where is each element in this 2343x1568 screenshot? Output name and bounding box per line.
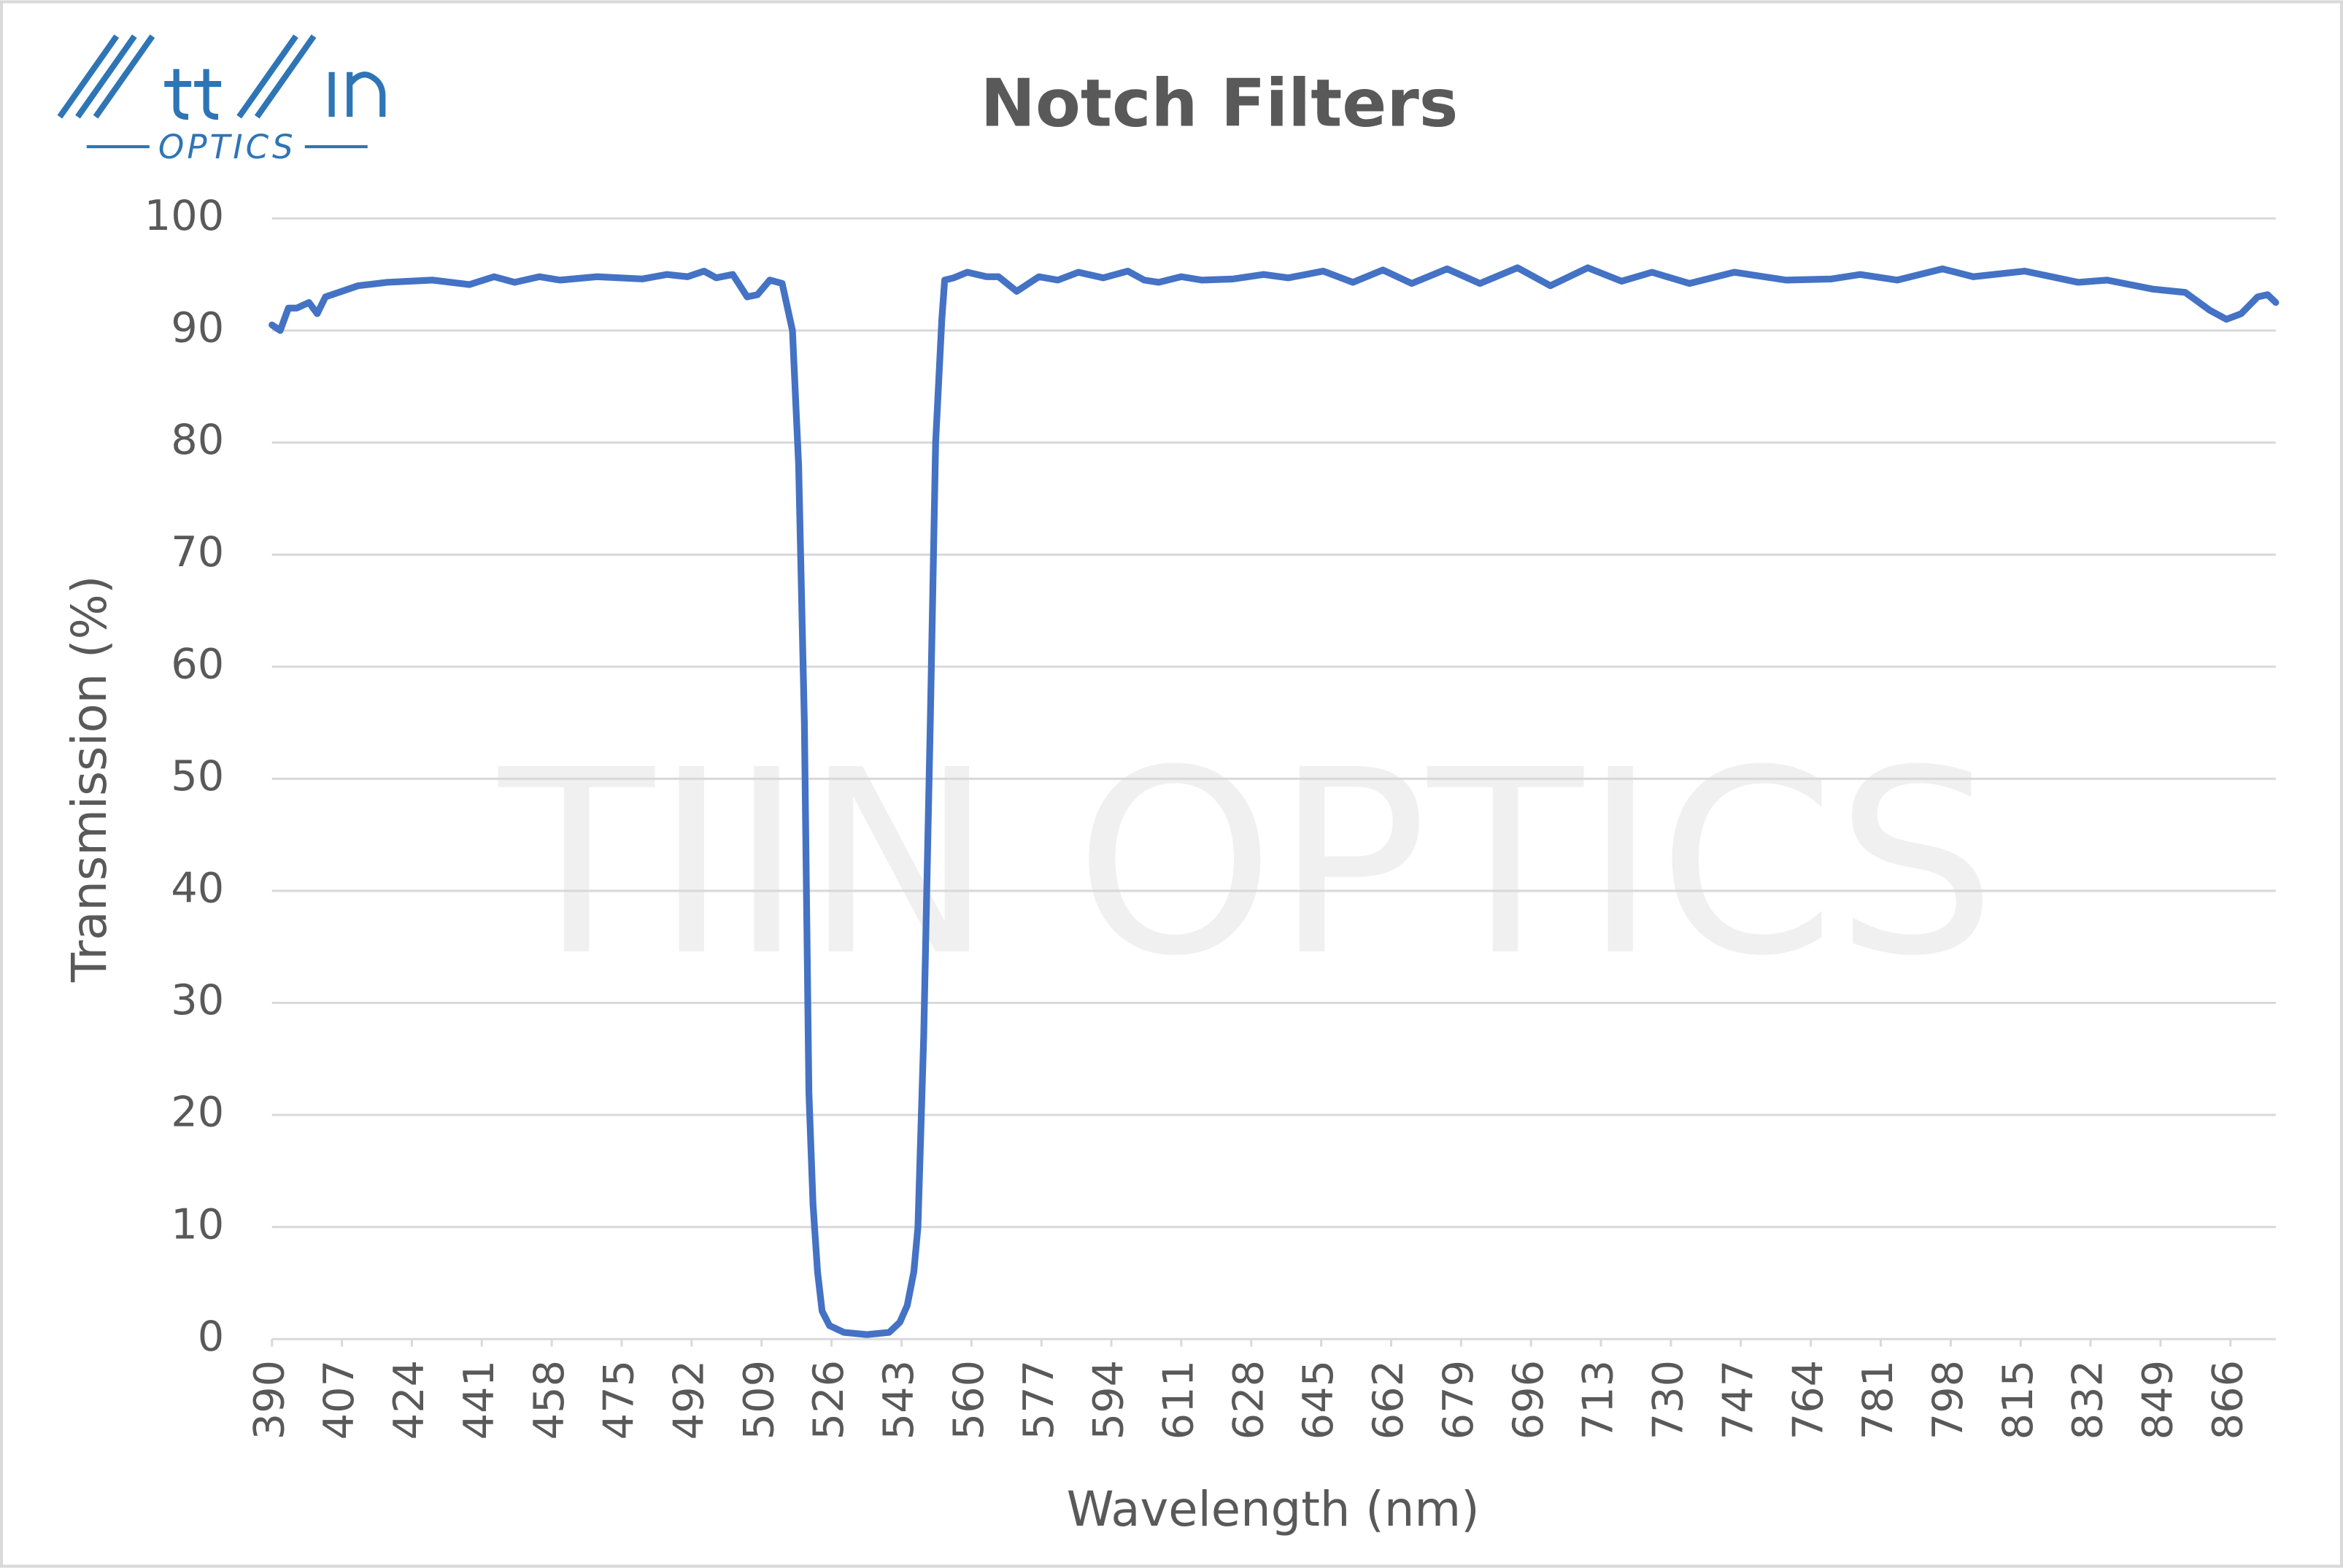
x-tick-label: 577 bbox=[1014, 1360, 1063, 1440]
x-tick-label: 781 bbox=[1853, 1360, 1902, 1440]
y-tick-label: 60 bbox=[171, 639, 224, 688]
y-tick-label: 70 bbox=[171, 528, 224, 576]
y-axis-label: Transmission (%) bbox=[62, 576, 117, 983]
x-tick-label: 679 bbox=[1434, 1360, 1483, 1440]
x-tick-label: 815 bbox=[1993, 1360, 2042, 1440]
x-axis-label: Wavelength (nm) bbox=[1067, 1482, 1480, 1537]
x-tick-label: 645 bbox=[1294, 1360, 1343, 1440]
chart-title: Notch Filters bbox=[981, 66, 1459, 142]
logo-text: OPTICS bbox=[158, 128, 296, 166]
x-tick-label: 747 bbox=[1713, 1360, 1762, 1440]
x-tick-label: 509 bbox=[734, 1360, 783, 1440]
x-tick-label: 560 bbox=[944, 1360, 993, 1440]
y-tick-label: 40 bbox=[171, 864, 224, 913]
x-tick-label: 730 bbox=[1644, 1360, 1693, 1440]
x-tick-label: 866 bbox=[2203, 1360, 2252, 1440]
x-tick-label: 764 bbox=[1783, 1360, 1832, 1440]
x-tick-label: 390 bbox=[244, 1360, 293, 1440]
x-tick-label: 458 bbox=[525, 1360, 574, 1440]
x-tick-label: 696 bbox=[1504, 1360, 1553, 1440]
y-tick-label: 80 bbox=[171, 415, 224, 464]
y-tick-label: 20 bbox=[171, 1088, 224, 1137]
y-tick-label: 30 bbox=[171, 976, 224, 1024]
x-tick-label: 441 bbox=[455, 1360, 503, 1440]
x-tick-label: 475 bbox=[595, 1360, 644, 1440]
x-tick-label: 832 bbox=[2064, 1360, 2112, 1440]
watermark: TIIN OPTICS bbox=[495, 717, 1996, 1012]
x-tick-label: 611 bbox=[1154, 1360, 1203, 1440]
y-tick-label: 90 bbox=[171, 304, 224, 352]
y-tick-label: 50 bbox=[171, 752, 224, 800]
x-tick-label: 526 bbox=[804, 1360, 853, 1440]
x-tick-label: 492 bbox=[664, 1360, 713, 1440]
x-tick-label: 424 bbox=[385, 1360, 433, 1440]
x-tick-label: 628 bbox=[1224, 1360, 1273, 1440]
y-tick-label: 10 bbox=[171, 1200, 224, 1248]
x-tick-label: 662 bbox=[1364, 1360, 1413, 1440]
x-tick-label: 849 bbox=[2134, 1360, 2182, 1440]
x-tick-label: 713 bbox=[1574, 1360, 1623, 1440]
x-tick-label: 543 bbox=[874, 1360, 923, 1440]
y-tick-label: 100 bbox=[144, 191, 224, 240]
logo bbox=[57, 34, 386, 149]
data-line bbox=[269, 264, 2280, 1338]
x-tick-label: 798 bbox=[1923, 1360, 1972, 1440]
x-tick-label: 594 bbox=[1084, 1360, 1133, 1440]
y-tick-label: 0 bbox=[198, 1312, 224, 1361]
x-tick-label: 407 bbox=[314, 1360, 363, 1440]
